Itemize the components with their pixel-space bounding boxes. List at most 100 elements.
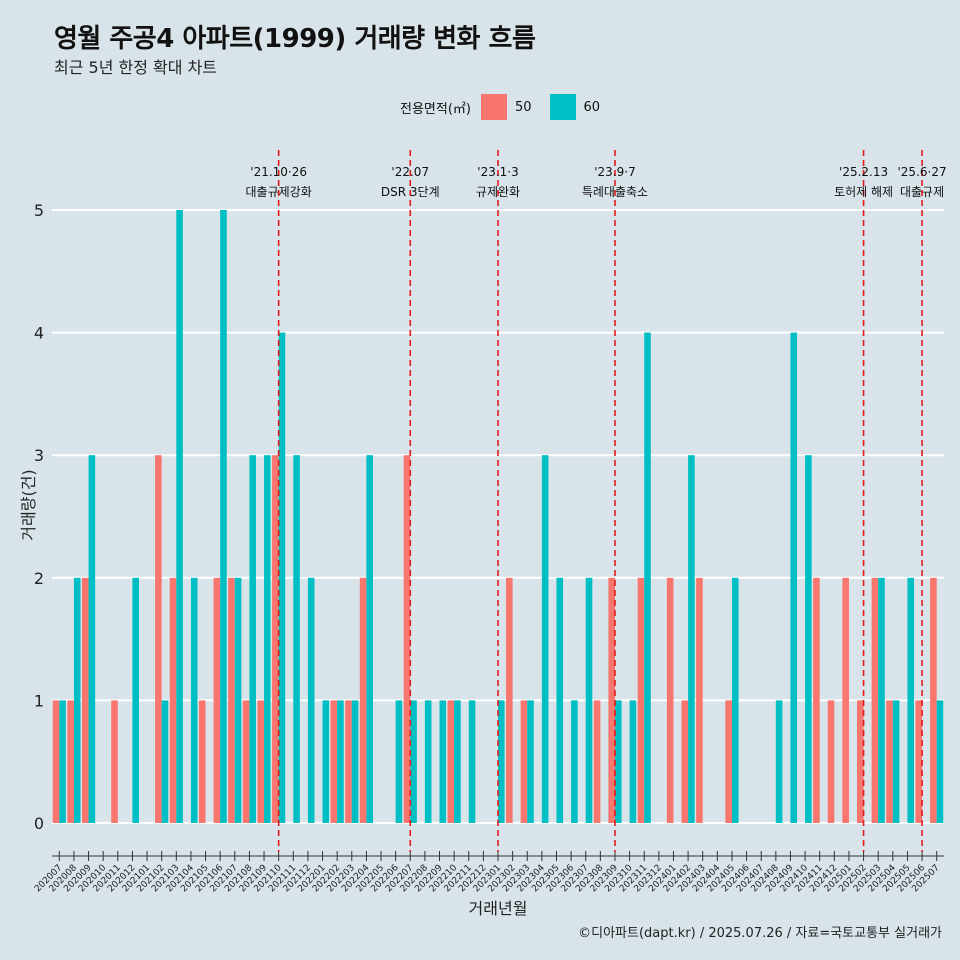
bar-60: [468, 700, 476, 823]
bar-60: [59, 700, 66, 823]
bar-50: [827, 700, 835, 823]
bar-60: [73, 577, 81, 823]
bar-60: [892, 700, 900, 823]
bar-60: [190, 577, 198, 823]
bar-50: [228, 577, 235, 823]
legend-title: 전용면적(㎡): [400, 101, 471, 117]
bar-60: [161, 700, 169, 823]
legend-label-60: 60: [583, 99, 601, 115]
bar-60: [293, 455, 300, 823]
bar-50: [67, 700, 74, 823]
bar-50: [681, 700, 689, 823]
bar-50: [330, 700, 338, 823]
bar-50: [666, 577, 674, 823]
bar-60: [220, 210, 227, 823]
bar-60: [278, 332, 286, 823]
x-axis-title: 거래년월: [469, 899, 528, 918]
event-date: '23.1·3: [477, 165, 518, 179]
bar-60: [307, 577, 315, 823]
bar-50: [345, 700, 352, 823]
bar-60: [234, 577, 242, 823]
bar-60: [410, 700, 417, 823]
bar-50: [272, 455, 279, 823]
event-label: 특례대출축소: [582, 185, 648, 199]
bar-60: [88, 455, 96, 823]
bar-50: [403, 455, 411, 823]
bar-50: [198, 700, 206, 823]
y-tick-label: 1: [34, 691, 44, 710]
bar-50: [169, 577, 177, 823]
bar-60: [366, 455, 373, 823]
bar-60: [907, 577, 915, 823]
bar-50: [81, 577, 89, 823]
bar-50: [696, 577, 703, 823]
bar-60: [614, 700, 622, 823]
bar-50: [842, 577, 849, 823]
bar-50: [359, 577, 367, 823]
legend-swatch-50: [480, 94, 507, 120]
bar-60: [644, 332, 651, 823]
bar-50: [813, 577, 820, 823]
bar-60: [688, 455, 695, 823]
bar-60: [936, 700, 944, 823]
bar-60: [351, 700, 359, 823]
bar-50: [930, 577, 937, 823]
bar-50: [637, 577, 645, 823]
event-date: '22.07: [391, 165, 429, 179]
legend: 전용면적(㎡) 50 60: [400, 92, 600, 122]
chart-title: 영월 주공4 아파트(1999) 거래량 변화 흐름: [54, 24, 536, 54]
event-date: '25.6·27: [898, 165, 947, 179]
event-label: 규제완화: [476, 185, 520, 199]
bar-60: [424, 700, 432, 823]
bar-60: [264, 455, 271, 823]
bar-60: [395, 700, 403, 823]
bar-60: [585, 577, 593, 823]
event-label: 토허제 해제: [834, 185, 893, 199]
y-tick-label: 4: [34, 324, 44, 343]
bar-50: [593, 700, 601, 823]
y-tick-label: 0: [34, 814, 44, 833]
y-tick-label: 3: [34, 446, 44, 465]
y-tick-label: 5: [34, 201, 44, 220]
bar-50: [725, 700, 732, 823]
bar-60: [132, 577, 140, 823]
chart-subtitle: 최근 5년 한정 확대 차트: [54, 58, 218, 77]
bar-50: [52, 700, 60, 823]
event-date: '21.10·26: [250, 165, 307, 179]
bar-60: [439, 700, 447, 823]
bar-60: [775, 700, 783, 823]
y-axis-title: 거래량(건): [19, 469, 38, 540]
bar-60: [878, 577, 885, 823]
bar-50: [213, 577, 221, 823]
event-label: DSR 3단계: [381, 185, 440, 199]
event-label: 대출규제강화: [246, 185, 312, 199]
bar-50: [856, 700, 864, 823]
bar-60: [176, 210, 183, 823]
bar-50: [871, 577, 879, 823]
event-label: 대출규제: [900, 185, 944, 199]
event-date: '23.9·7: [594, 165, 635, 179]
bar-60: [571, 700, 578, 823]
bar-50: [111, 700, 118, 823]
legend-label-50: 50: [514, 99, 532, 115]
bar-60: [322, 700, 330, 823]
bar-50: [520, 700, 528, 823]
bar-50: [242, 700, 250, 823]
legend-swatch-60: [549, 94, 576, 120]
bar-60: [249, 455, 256, 823]
bar-60: [556, 577, 564, 823]
bar-60: [790, 332, 798, 823]
bar-50: [447, 700, 455, 823]
bar-60: [498, 700, 505, 823]
bar-60: [337, 700, 344, 823]
bar-50: [257, 700, 265, 823]
bar-50: [155, 455, 162, 823]
y-tick-label: 2: [34, 569, 44, 588]
bar-60: [629, 700, 637, 823]
bar-60: [805, 455, 812, 823]
event-date: '25.2.13: [839, 165, 888, 179]
bar-60: [527, 700, 534, 823]
bar-50: [886, 700, 893, 823]
bar-50: [608, 577, 615, 823]
